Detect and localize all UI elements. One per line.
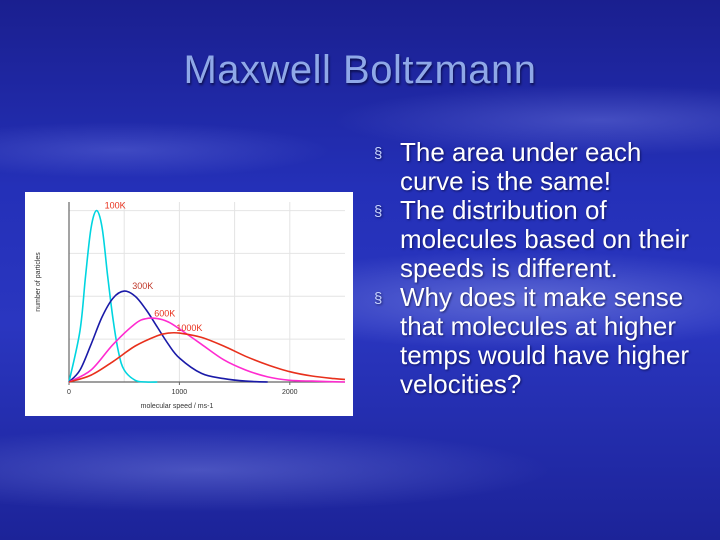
grid	[69, 202, 345, 382]
series-label-100k: 100K	[105, 201, 126, 211]
x-axis-label: molecular speed / ms-1	[141, 403, 214, 410]
bullet-item: § Why does it make sense that molecules …	[372, 283, 712, 399]
bullet-marker-icon: §	[374, 203, 383, 220]
series-label-300k: 300K	[132, 281, 153, 291]
x-tick-label: 2000	[282, 389, 298, 396]
bullet-marker-icon: §	[374, 290, 383, 307]
series-line-1000k	[68, 331, 346, 383]
bullet-text: The area under each curve is the same!	[400, 137, 642, 196]
series-line-100k	[68, 209, 158, 383]
x-tick-label: 1000	[172, 389, 188, 396]
x-tick-label: 0	[67, 389, 71, 396]
bullet-text: The distribution of molecules based on t…	[400, 195, 690, 283]
y-axis-label: number of particles	[35, 252, 42, 312]
bullet-marker-icon: §	[374, 145, 383, 162]
bullet-list: § The area under each curve is the same!…	[372, 138, 712, 399]
labels: 0 1000 2000 molecular speed / ms-1 number of…	[35, 201, 298, 410]
maxwell-boltzmann-chart: 0 1000 2000 molecular speed / ms-1 number of…	[35, 201, 346, 410]
chart-image: 0 1000 2000 molecular speed / ms-1 number of…	[25, 192, 353, 416]
series-label-600k: 600K	[154, 309, 175, 319]
bullet-item: § The distribution of molecules based on…	[372, 196, 712, 283]
axes	[68, 202, 345, 385]
bullet-item: § The area under each curve is the same!	[372, 138, 712, 196]
series-label-1000k: 1000K	[176, 323, 202, 333]
curves	[68, 209, 346, 383]
bullet-text: Why does it make sense that molecules at…	[400, 282, 690, 399]
series-line-600k	[68, 317, 346, 383]
series-line-300k	[68, 290, 268, 383]
slide-title: Maxwell Boltzmann	[183, 48, 537, 92]
